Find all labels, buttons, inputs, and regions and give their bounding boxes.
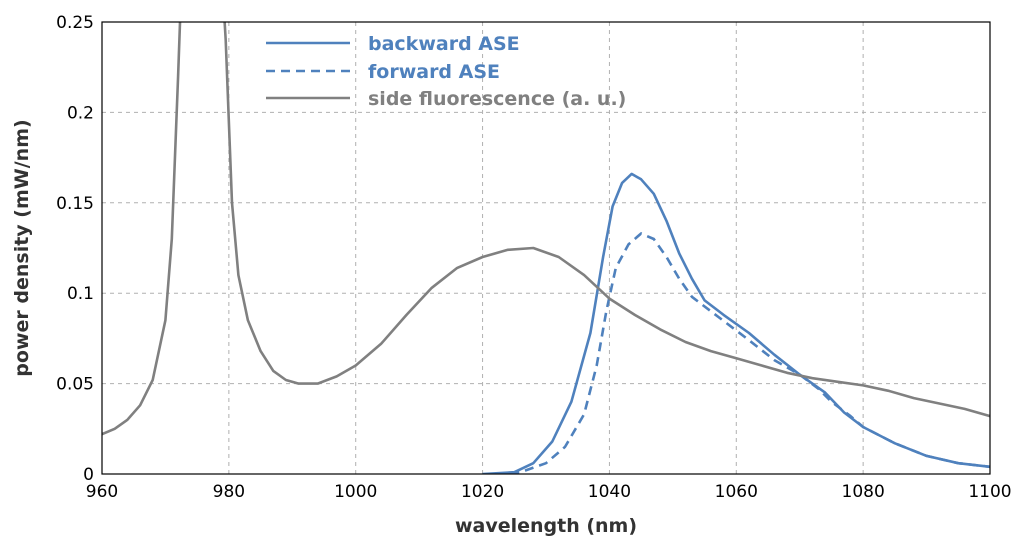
x-tick-label: 1040 <box>588 482 631 502</box>
y-tick-label: 0.1 <box>67 284 94 304</box>
x-tick-label: 1080 <box>842 482 885 502</box>
x-tick-label: 980 <box>213 482 245 502</box>
series-forward-ase <box>495 232 990 474</box>
legend-label-backward-ase: backward ASE <box>368 33 520 55</box>
plot-frame <box>101 21 991 475</box>
y-tick-label: 0.2 <box>67 103 94 123</box>
series-backward-ase <box>482 172 990 474</box>
tick-labels: 960 980 1000 1020 1040 1060 1080 1100 0 0.05 0.1 0.… <box>56 13 1011 502</box>
y-tick-label: 0 <box>83 465 94 485</box>
y-axis-label: power density (mW/nm) <box>11 119 33 376</box>
legend-label-forward-ase: forward ASE <box>368 61 500 83</box>
y-tick-label: 0.25 <box>56 13 94 33</box>
series-layer <box>102 22 990 474</box>
x-tick-label: 1100 <box>968 482 1011 502</box>
y-tick-label: 0.05 <box>56 375 94 395</box>
x-axis-label: wavelength (nm) <box>455 515 637 537</box>
x-tick-label: 1000 <box>334 482 377 502</box>
legend-label-side-fluorescence: side fluorescence (a. u.) <box>368 88 626 110</box>
legend: backward ASE forward ASE side fluorescen… <box>266 33 626 110</box>
series-side-fluorescence <box>102 22 990 436</box>
x-tick-label: 1060 <box>715 482 758 502</box>
grid <box>102 22 990 474</box>
y-tick-label: 0.15 <box>56 194 94 214</box>
x-tick-label: 960 <box>86 482 118 502</box>
x-tick-label: 1020 <box>461 482 504 502</box>
